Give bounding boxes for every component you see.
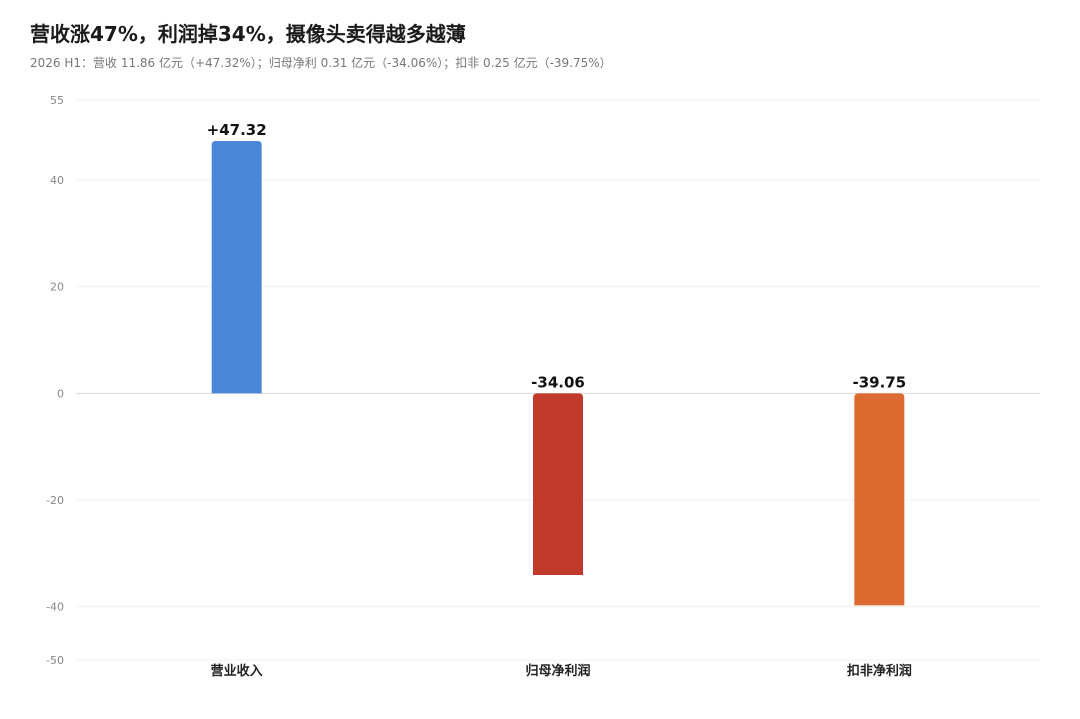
y-tick-label: -40 bbox=[46, 601, 64, 614]
y-tick-label: -50 bbox=[46, 654, 64, 667]
data-labels: +47.32 -34.06 -39.75 bbox=[207, 121, 907, 391]
chart-subtitle: 2026 H1：营收 11.86 亿元（+47.32%）；归母净利 0.31 亿… bbox=[30, 56, 612, 70]
x-category-label: 归母净利润 bbox=[525, 663, 590, 679]
bars bbox=[211, 140, 905, 606]
data-label: +47.32 bbox=[207, 121, 267, 139]
x-category-label: 扣非净利润 bbox=[847, 663, 912, 679]
chart-title: 营收涨47%，利润掉34%，摄像头卖得越多越薄 bbox=[30, 22, 466, 46]
bar bbox=[533, 393, 583, 575]
y-tick-label: 40 bbox=[50, 174, 64, 187]
y-tick-label: 0 bbox=[57, 387, 64, 400]
y-axis-ticks: 55 40 20 0 -20 -40 -50 bbox=[46, 94, 64, 667]
data-label: -34.06 bbox=[531, 373, 585, 391]
data-label: -39.75 bbox=[852, 373, 906, 391]
y-tick-label: 55 bbox=[50, 94, 64, 107]
bar bbox=[854, 393, 905, 606]
bar bbox=[211, 140, 262, 394]
y-tick-label: -20 bbox=[46, 494, 64, 507]
y-tick-label: 20 bbox=[50, 281, 64, 294]
x-category-label: 营业收入 bbox=[211, 663, 263, 679]
x-axis-categories: 营业收入 归母净利润 扣非净利润 bbox=[211, 663, 912, 679]
